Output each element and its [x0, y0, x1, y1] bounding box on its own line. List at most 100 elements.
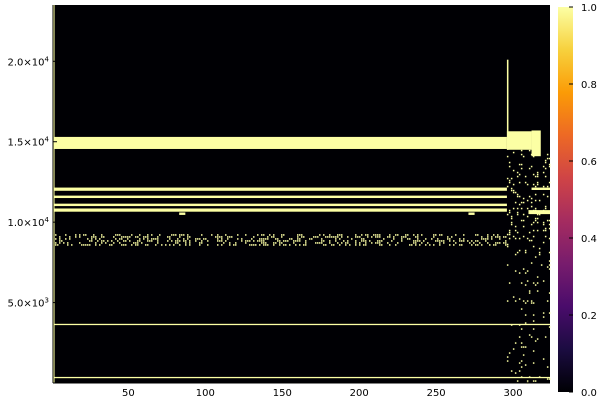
- heatmap-speckle: [221, 244, 223, 246]
- heatmap-speckle: [99, 244, 101, 246]
- heatmap-speckle: [508, 209, 511, 212]
- heatmap-speckle: [237, 238, 239, 240]
- heatmap-speckle: [277, 238, 279, 240]
- heatmap-speckle: [175, 234, 177, 236]
- heatmap-speckle: [381, 240, 383, 242]
- heatmap-speckle: [514, 342, 517, 344]
- heatmap-speckle: [247, 240, 249, 242]
- heatmap-speckle: [319, 242, 321, 244]
- heatmap-speckle: [121, 244, 123, 246]
- heatmap-speckle: [379, 244, 381, 246]
- heatmap-speckle: [363, 240, 365, 242]
- heatmap-speckle: [538, 251, 541, 254]
- heatmap-speckle: [165, 244, 167, 246]
- heatmap-speckle: [377, 234, 379, 236]
- heatmap-speckle: [381, 244, 383, 246]
- heatmap-speckle: [147, 240, 149, 242]
- heatmap-speckle: [530, 239, 533, 242]
- heatmap-speckle: [516, 207, 519, 210]
- heatmap-speckle: [514, 201, 517, 204]
- heatmap-speckle: [479, 242, 481, 244]
- heatmap-speckle: [219, 240, 221, 242]
- heatmap-speckle: [167, 240, 169, 242]
- heatmap-speckle: [538, 213, 541, 216]
- heatmap-speckle: [526, 215, 529, 218]
- heatmap-speckle: [145, 244, 147, 246]
- heatmap-speckle: [510, 370, 513, 372]
- heatmap-speckle: [463, 240, 465, 242]
- heatmap-speckle: [508, 211, 511, 214]
- heatmap-speckle: [57, 244, 59, 246]
- heatmap-speckle: [299, 240, 301, 242]
- heatmap-speckle: [225, 234, 227, 236]
- heatmap-speckle: [524, 364, 527, 366]
- heatmap-speckle: [495, 244, 497, 246]
- heatmap-speckle: [359, 242, 361, 244]
- heatmap-speckle: [337, 242, 339, 244]
- heatmap-speckle: [55, 234, 57, 236]
- heatmap-speckle: [189, 242, 191, 244]
- heatmap-speckle: [548, 268, 551, 270]
- heatmap-speckle: [542, 280, 545, 282]
- heatmap-speckle: [544, 161, 547, 164]
- heatmap-speckle: [427, 242, 429, 244]
- heatmap-speckle: [97, 240, 99, 242]
- heatmap-speckle: [229, 236, 231, 238]
- heatmap-speckle: [526, 270, 529, 272]
- heatmap-speckle: [508, 181, 511, 184]
- heatmap-speckle: [495, 236, 497, 238]
- heatmap-speckle: [534, 185, 537, 188]
- heatmap-speckle: [55, 242, 57, 244]
- heatmap-speckle: [379, 234, 381, 236]
- heatmap-speckle: [101, 240, 103, 242]
- heatmap-speckle: [345, 242, 347, 244]
- heatmap-speckle: [361, 240, 363, 242]
- heatmap-speckle: [505, 236, 507, 238]
- heatmap-speckle: [325, 236, 327, 238]
- heatmap-speckle: [375, 236, 377, 238]
- heatmap-speckle: [309, 238, 311, 240]
- heatmap-speckle: [155, 244, 157, 246]
- heatmap-speckle: [518, 298, 521, 300]
- heatmap-speckle: [510, 324, 513, 326]
- heatmap-speckle: [61, 240, 63, 242]
- heatmap-speckle: [506, 233, 509, 236]
- heatmap-speckle: [542, 165, 545, 168]
- heatmap-speckle: [259, 244, 261, 246]
- heatmap-speckle: [161, 244, 163, 246]
- heatmap-speckle: [508, 231, 511, 234]
- heatmap-speckle: [121, 236, 123, 238]
- heatmap-speckle: [67, 244, 69, 246]
- heatmap-speckle: [530, 336, 533, 338]
- heatmap-speckle: [295, 240, 297, 242]
- heatmap-speckle: [371, 242, 373, 244]
- heatmap-speckle: [528, 231, 531, 234]
- heatmap-speckle: [536, 171, 539, 174]
- heatmap-speckle: [283, 244, 285, 246]
- heatmap-speckle: [499, 242, 501, 244]
- heatmap-speckle: [481, 238, 483, 240]
- heatmap-speckle: [443, 240, 445, 242]
- heatmap-speckle: [335, 236, 337, 238]
- heatmap-speckle: [437, 238, 439, 240]
- heatmap-speckle: [542, 221, 545, 224]
- heatmap-speckle: [447, 236, 449, 238]
- heatmap-speckle: [548, 165, 551, 168]
- heatmap-speckle: [516, 231, 519, 234]
- heatmap-speckle: [516, 175, 519, 178]
- heatmap-speckle: [75, 236, 77, 238]
- heatmap-speckle: [463, 238, 465, 240]
- heatmap-speckle: [532, 314, 535, 316]
- heatmap-speckle: [305, 242, 307, 244]
- heatmap-speckle: [151, 240, 153, 242]
- heatmap-bands: [53, 5, 550, 383]
- heatmap-speckle: [417, 240, 419, 242]
- heatmap-speckle: [175, 240, 177, 242]
- heatmap-speckle: [487, 234, 489, 236]
- heatmap-speckle: [401, 238, 403, 240]
- heatmap-speckle: [173, 244, 175, 246]
- heatmap-speckle: [407, 238, 409, 240]
- heatmap-speckle: [143, 236, 145, 238]
- heatmap-speckle: [347, 240, 349, 242]
- heatmap-speckle: [437, 240, 439, 242]
